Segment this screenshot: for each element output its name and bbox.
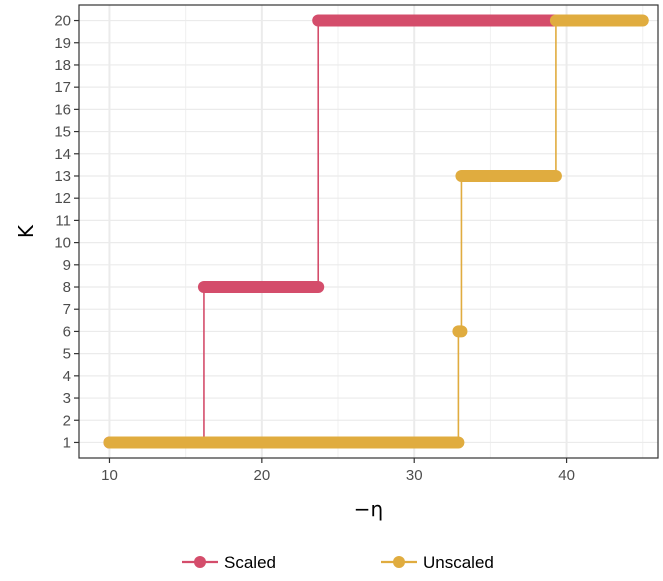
y-tick-label: 2 [63,412,71,429]
x-axis-title: −η [354,497,383,521]
series-unscaled [103,14,649,449]
y-tick-label: 15 [54,124,71,141]
x-tick-label: 40 [558,467,575,484]
y-tick-label: 4 [63,368,71,385]
y-tick-label: 16 [54,101,71,118]
legend: Scaled Unscaled [182,553,494,572]
x-tick-label: 10 [101,467,118,484]
y-tick-label: 3 [63,390,71,407]
y-tick-label: 14 [54,146,71,163]
y-tick-label: 10 [54,235,71,252]
y-tick-label: 7 [63,301,71,318]
y-tick-label: 18 [54,57,71,74]
grid [79,5,658,458]
series-scaled [103,14,562,449]
series-line [109,19,643,444]
legend-item-scaled: Scaled [182,553,276,572]
y-tick-label: 8 [63,279,71,296]
y-tick-label: 17 [54,79,71,96]
y-tick-label: 11 [55,212,71,229]
legend-item-unscaled: Unscaled [381,553,494,572]
y-tick-label: 5 [63,346,71,363]
y-tick-label: 19 [54,35,71,52]
series-lines [103,14,649,449]
y-axis-title: K [14,224,38,238]
legend-label: Scaled [224,553,276,572]
y-tick-label: 20 [54,13,71,30]
x-tick-label: 20 [253,467,270,484]
legend-label: Unscaled [423,553,494,572]
y-tick-label: 12 [54,190,71,207]
y-tick-label: 6 [63,323,71,340]
legend-key-point [393,556,405,568]
x-tick-label: 30 [406,467,423,484]
y-tick-label: 13 [54,168,71,185]
y-tick-label: 1 [63,434,71,451]
series-line [109,19,556,444]
legend-key-point [194,556,206,568]
y-tick-label: 9 [63,257,71,274]
panel-border [78,4,659,459]
